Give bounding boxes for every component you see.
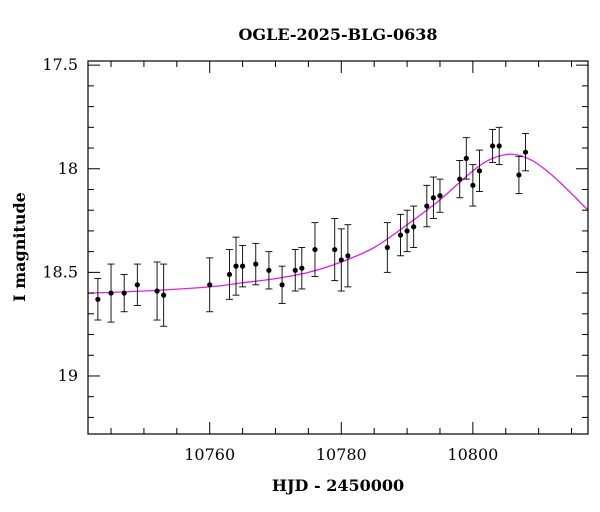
data-point [384, 244, 390, 251]
x-tick-label: 10760 [184, 445, 235, 464]
data-points-layer [94, 126, 529, 327]
x-tick-label: 10780 [316, 445, 367, 464]
data-point [338, 257, 344, 263]
y-tick-label: 17.5 [42, 55, 78, 74]
data-point [207, 282, 213, 288]
data-point [266, 267, 272, 273]
y-tick-label: 19 [58, 366, 78, 385]
data-point [154, 288, 160, 294]
data-point [522, 149, 529, 155]
data-point [292, 267, 298, 273]
axis-ticks-layer [88, 61, 588, 434]
data-point [240, 263, 246, 269]
data-point [345, 253, 351, 259]
y-axis-label: I magnitude [10, 192, 29, 302]
data-point [496, 143, 502, 149]
data-point [457, 176, 463, 182]
data-point [226, 271, 233, 278]
data-point [108, 290, 114, 296]
y-tick-label: 18 [58, 159, 78, 178]
x-tick-label: 10800 [447, 445, 498, 464]
plot-frame [87, 60, 589, 435]
model-curve [87, 153, 589, 294]
y-tick-label: 18.5 [42, 262, 78, 281]
data-point [404, 228, 410, 234]
data-point [233, 263, 239, 269]
model-layer [87, 153, 589, 294]
data-point [134, 282, 140, 288]
data-point [312, 246, 318, 253]
data-point [437, 193, 443, 199]
data-point [516, 172, 522, 178]
data-point [411, 224, 417, 230]
chart-title: OGLE-2025-BLG-0638 [238, 25, 437, 44]
data-point [463, 155, 469, 161]
data-point [430, 195, 436, 201]
data-point [490, 143, 496, 149]
tick-labels-layer: 10760 10780 10800 17.5 18 18.5 19 [42, 55, 498, 464]
data-point [253, 261, 259, 267]
data-point [424, 203, 430, 209]
data-point [332, 246, 338, 253]
data-point [397, 232, 404, 238]
data-point [95, 296, 101, 302]
data-point [476, 168, 483, 174]
data-point [470, 182, 476, 188]
data-point [121, 290, 127, 296]
data-point [299, 265, 305, 271]
data-point [161, 292, 167, 298]
data-point [279, 282, 285, 288]
x-axis-label: HJD - 2450000 [272, 476, 404, 495]
